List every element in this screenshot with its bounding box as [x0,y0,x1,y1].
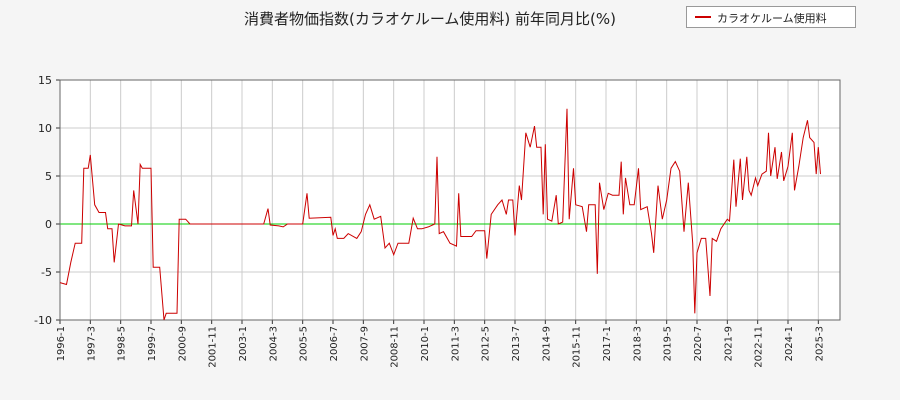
x-tick-label: 2001-11 [208,326,219,368]
plot-frame [59,79,841,321]
x-tick-label: 2021-9 [723,326,734,361]
x-tick-label: 2010-1 [420,326,431,361]
x-tick-label: 2007-9 [359,326,370,361]
x-tick-label: 2000-9 [177,326,188,361]
plot-area [60,80,840,320]
y-tick-label: 5 [45,170,52,183]
y-tick-label: -10 [34,314,52,327]
x-tick-label: 2013-7 [511,326,522,361]
x-tick-label: 2008-11 [390,326,401,368]
y-tick-label: 0 [45,218,52,231]
x-tick-label: 2006-7 [329,326,340,361]
x-tick-label: 2003-1 [238,326,249,361]
y-tick-label: 15 [38,74,52,87]
y-tick-label: -5 [41,266,52,279]
x-tick-label: 1996-1 [56,326,67,361]
x-tick-label: 1998-5 [117,326,128,361]
x-tick-label: 2004-3 [268,326,279,361]
x-tick-label: 2017-1 [602,326,613,361]
legend-swatch [695,16,711,18]
x-tick-label: 2014-9 [541,326,552,361]
x-tick-label: 2015-11 [572,326,583,368]
x-tick-label: 2020-7 [693,326,704,361]
x-tick-label: 2012-5 [481,326,492,361]
x-tick-label: 2025-3 [814,326,825,361]
legend: カラオケルーム使用料 [686,6,856,28]
x-tick-label: 1997-3 [86,326,97,361]
x-tick-label: 2011-3 [450,326,461,361]
x-tick-label: 1999-7 [147,326,158,361]
series-line [59,108,821,321]
chart-title: 消費者物価指数(カラオケルーム使用料) 前年同月比(%) [244,10,616,28]
x-tick-label: 2024-1 [784,326,795,361]
x-tick-label: 2022-11 [754,326,765,368]
y-tick-label: 10 [38,122,52,135]
x-tick-label: 2018-3 [632,326,643,361]
legend-label: カラオケルーム使用料 [717,12,827,25]
x-tick-label: 2019-5 [663,326,674,361]
x-tick-label: 2005-5 [299,326,310,361]
